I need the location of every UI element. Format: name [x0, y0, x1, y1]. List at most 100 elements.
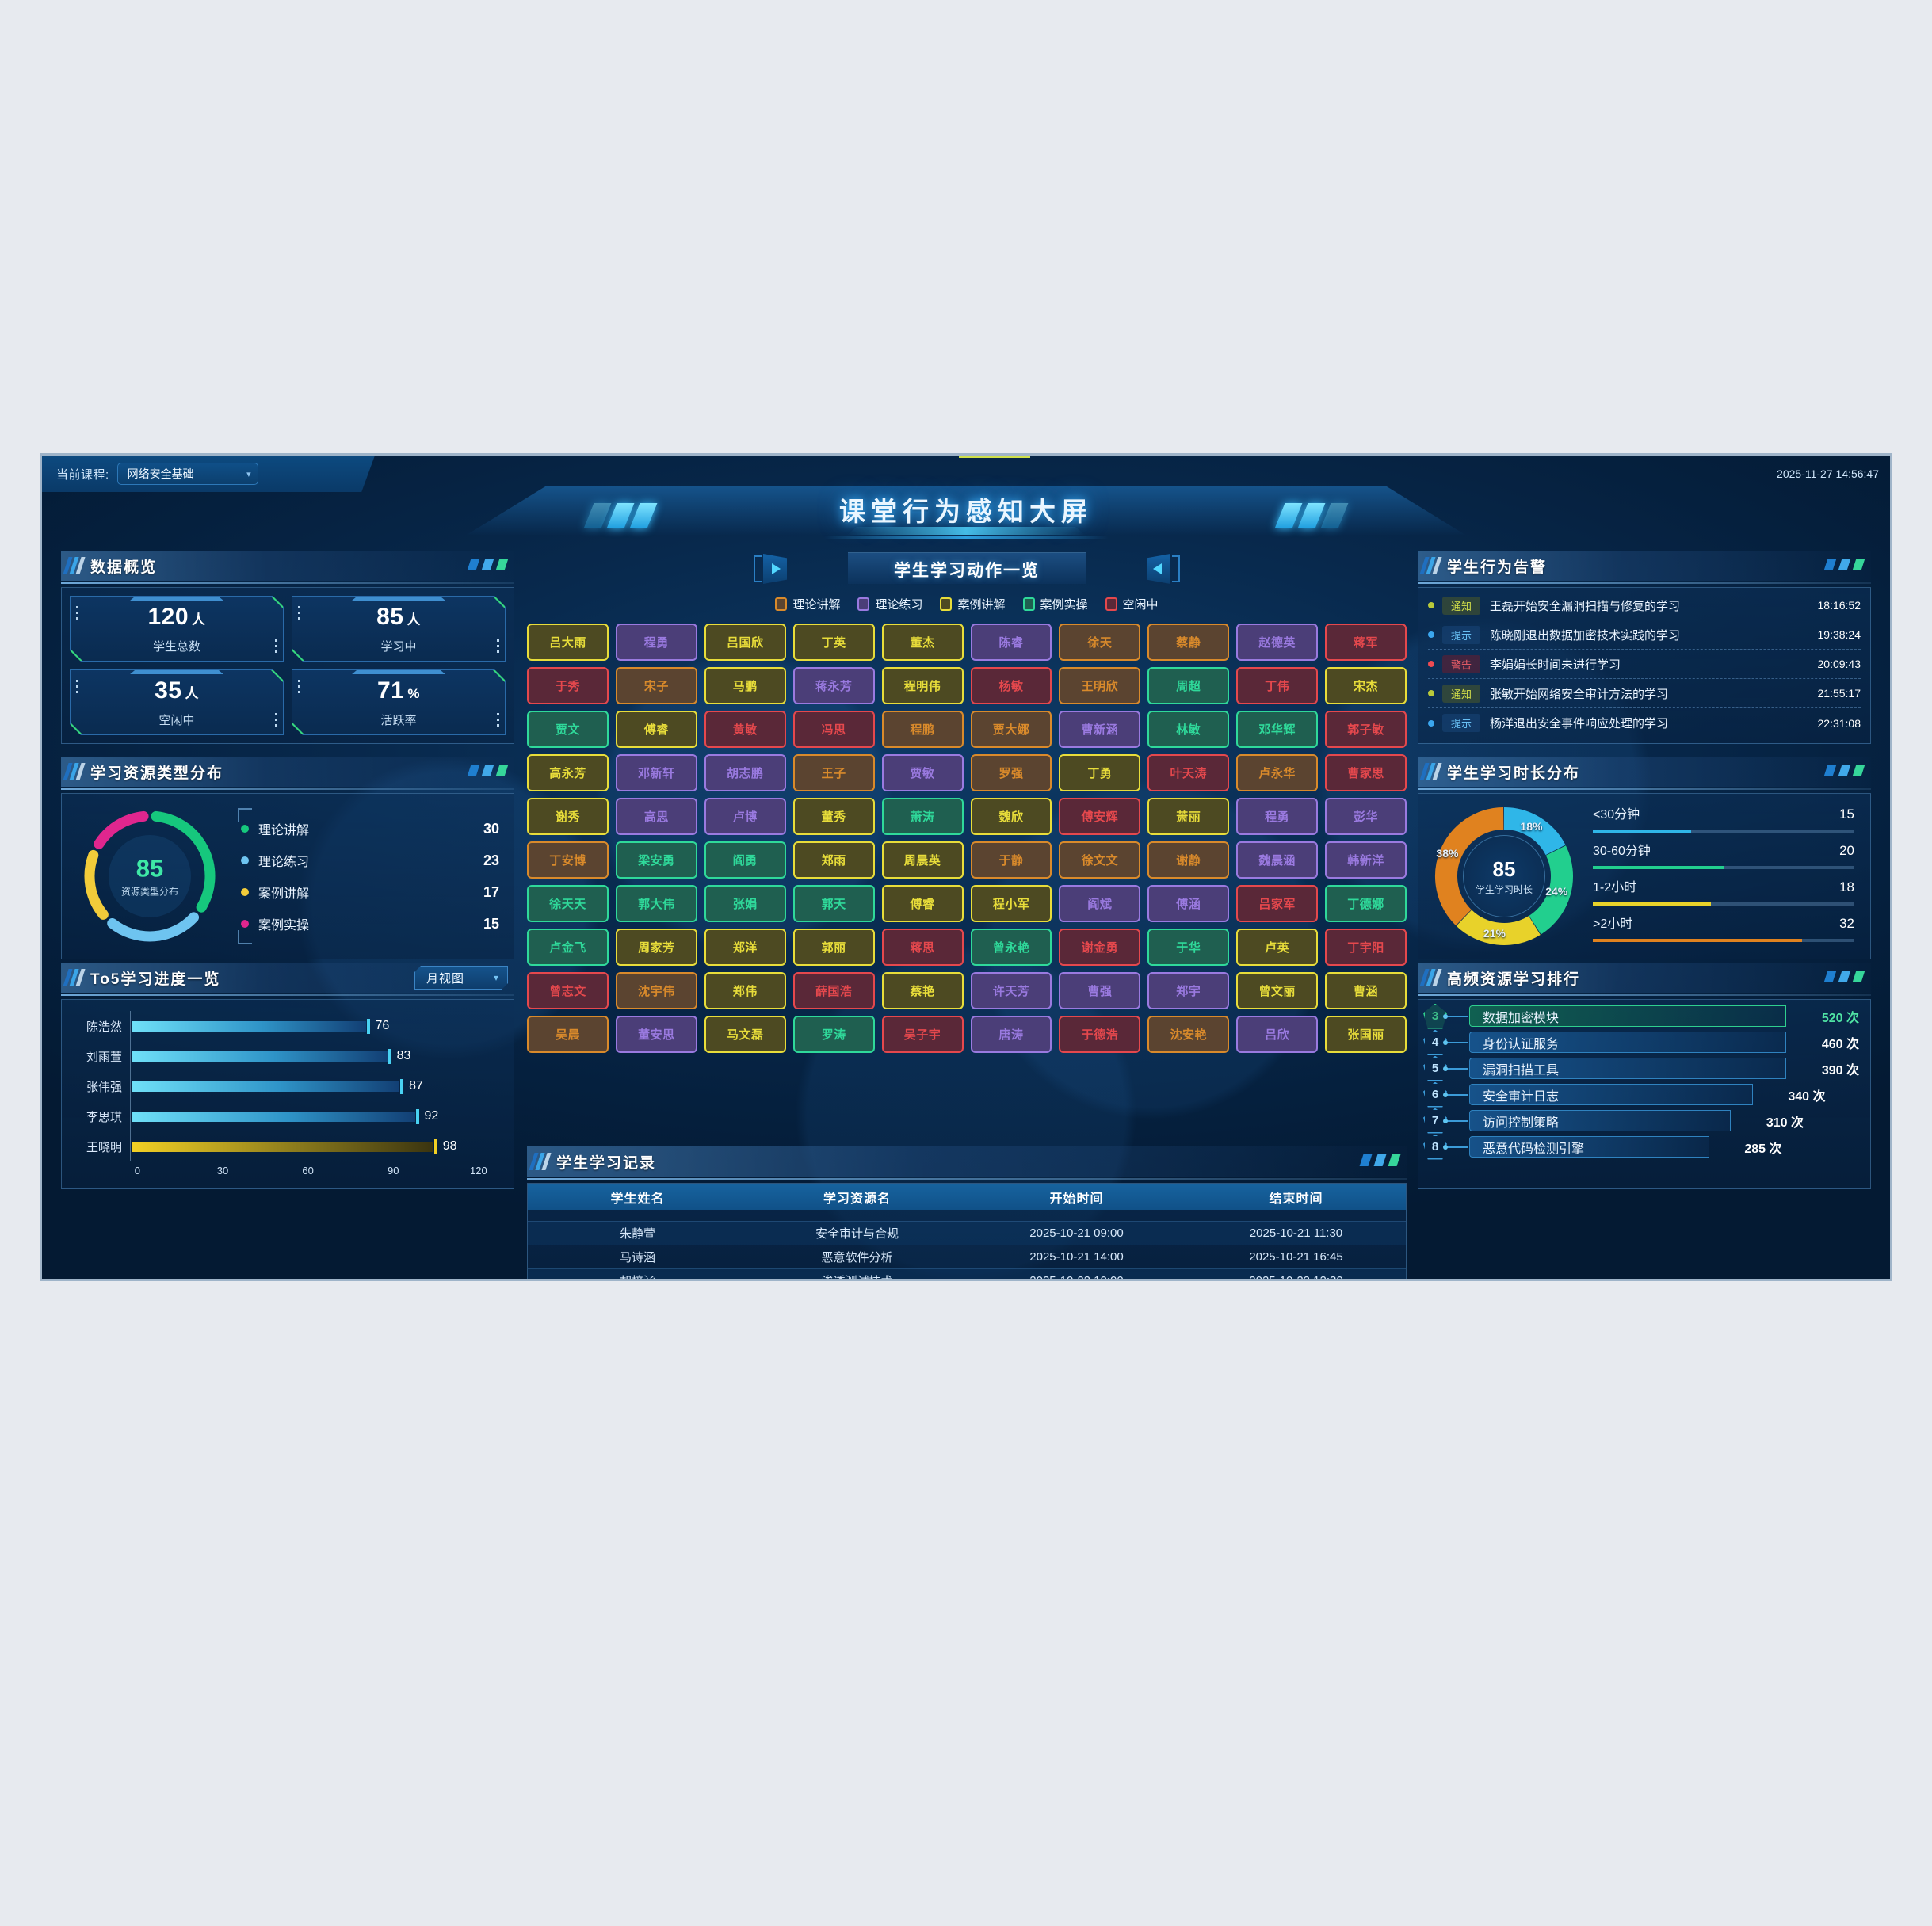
- student-cell[interactable]: 丁宇阳: [1325, 929, 1407, 966]
- student-cell[interactable]: 董杰: [881, 624, 964, 661]
- student-cell[interactable]: 阎勇: [704, 841, 786, 879]
- student-cell[interactable]: 王子: [792, 754, 875, 791]
- student-cell[interactable]: 吕国欣: [704, 624, 786, 661]
- student-cell[interactable]: 郭子敏: [1325, 711, 1407, 748]
- student-cell[interactable]: 丁勇: [1059, 754, 1141, 791]
- student-cell[interactable]: 萧涛: [881, 798, 964, 835]
- student-cell[interactable]: 徐天天: [527, 885, 609, 922]
- student-cell[interactable]: 徐文文: [1059, 841, 1141, 879]
- student-cell[interactable]: 郭大伟: [615, 885, 697, 922]
- student-cell[interactable]: 冯思: [792, 711, 875, 748]
- student-cell[interactable]: 程鹏: [881, 711, 964, 748]
- student-cell[interactable]: 邓新轩: [615, 754, 697, 791]
- student-cell[interactable]: 董秀: [792, 798, 875, 835]
- student-cell[interactable]: 高思: [615, 798, 697, 835]
- student-cell[interactable]: 郑雨: [792, 841, 875, 879]
- alert-item[interactable]: 通知 张敏开始网络安全审计方法的学习 21:55:17: [1428, 679, 1861, 708]
- student-cell[interactable]: 薛国浩: [792, 972, 875, 1009]
- student-cell[interactable]: 彭华: [1325, 798, 1407, 835]
- student-cell[interactable]: 罗强: [970, 754, 1052, 791]
- student-cell[interactable]: 谢金勇: [1059, 929, 1141, 966]
- student-cell[interactable]: 于秀: [527, 667, 609, 704]
- student-cell[interactable]: 曾文丽: [1236, 972, 1319, 1009]
- student-cell[interactable]: 蒋思: [881, 929, 964, 966]
- student-cell[interactable]: 黄敏: [704, 711, 786, 748]
- course-select[interactable]: 网络安全基础 ▾: [116, 463, 258, 485]
- student-cell[interactable]: 郑洋: [704, 929, 786, 966]
- student-cell[interactable]: 吕大雨: [527, 624, 609, 661]
- ranking-item[interactable]: 3 数据加密模块 520 次: [1423, 1003, 1859, 1029]
- student-cell[interactable]: 于德浩: [1059, 1016, 1141, 1053]
- student-cell[interactable]: 萧丽: [1147, 798, 1230, 835]
- student-cell[interactable]: 林敏: [1147, 711, 1230, 748]
- student-cell[interactable]: 郑伟: [704, 972, 786, 1009]
- student-cell[interactable]: 贾文: [527, 711, 609, 748]
- student-cell[interactable]: 丁英: [792, 624, 875, 661]
- student-cell[interactable]: 傅睿: [615, 711, 697, 748]
- student-cell[interactable]: 梁安勇: [615, 841, 697, 879]
- student-cell[interactable]: 罗涛: [792, 1016, 875, 1053]
- student-cell[interactable]: 沈安艳: [1147, 1016, 1230, 1053]
- student-cell[interactable]: 赵德英: [1236, 624, 1319, 661]
- student-cell[interactable]: 曾永艳: [970, 929, 1052, 966]
- alert-item[interactable]: 提示 陈晓刚退出数据加密技术实践的学习 19:38:24: [1428, 620, 1861, 650]
- student-cell[interactable]: 曹强: [1059, 972, 1141, 1009]
- student-cell[interactable]: 程小军: [970, 885, 1052, 922]
- student-cell[interactable]: 曹新涵: [1059, 711, 1141, 748]
- student-cell[interactable]: 卢博: [704, 798, 786, 835]
- student-cell[interactable]: 宋子: [615, 667, 697, 704]
- student-cell[interactable]: 董安思: [615, 1016, 697, 1053]
- student-cell[interactable]: 周超: [1147, 667, 1230, 704]
- student-cell[interactable]: 张国丽: [1325, 1016, 1407, 1053]
- student-cell[interactable]: 胡志鹏: [704, 754, 786, 791]
- student-cell[interactable]: 徐天: [1059, 624, 1141, 661]
- student-cell[interactable]: 周晨英: [881, 841, 964, 879]
- student-cell[interactable]: 丁伟: [1236, 667, 1319, 704]
- ranking-item[interactable]: 4 身份认证服务 460 次: [1423, 1029, 1859, 1055]
- student-cell[interactable]: 傅睿: [881, 885, 964, 922]
- student-cell[interactable]: 程明伟: [881, 667, 964, 704]
- prev-page-button[interactable]: [754, 554, 790, 584]
- student-cell[interactable]: 陈睿: [970, 624, 1052, 661]
- student-cell[interactable]: 卢永华: [1236, 754, 1319, 791]
- next-page-button[interactable]: [1144, 554, 1180, 584]
- student-cell[interactable]: 吴子宇: [881, 1016, 964, 1053]
- student-cell[interactable]: 蒋军: [1325, 624, 1407, 661]
- student-cell[interactable]: 曹家思: [1325, 754, 1407, 791]
- student-cell[interactable]: 王明欣: [1059, 667, 1141, 704]
- student-cell[interactable]: 卢英: [1236, 929, 1319, 966]
- student-cell[interactable]: 贾敏: [881, 754, 964, 791]
- student-cell[interactable]: 蒋永芳: [792, 667, 875, 704]
- student-cell[interactable]: 唐涛: [970, 1016, 1052, 1053]
- student-cell[interactable]: 程勇: [1236, 798, 1319, 835]
- student-cell[interactable]: 马文磊: [704, 1016, 786, 1053]
- alert-item[interactable]: 通知 王磊开始安全漏洞扫描与修复的学习 18:16:52: [1428, 591, 1861, 620]
- student-cell[interactable]: 谢静: [1147, 841, 1230, 879]
- student-cell[interactable]: 魏欣: [970, 798, 1052, 835]
- ranking-item[interactable]: 5 漏洞扫描工具 390 次: [1423, 1055, 1859, 1081]
- student-cell[interactable]: 傅涵: [1147, 885, 1230, 922]
- alert-item[interactable]: 提示 杨洋退出安全事件响应处理的学习 22:31:08: [1428, 708, 1861, 738]
- ranking-item[interactable]: 8 恶意代码检测引擎 285 次: [1423, 1134, 1859, 1160]
- student-cell[interactable]: 周家芳: [615, 929, 697, 966]
- student-cell[interactable]: 于华: [1147, 929, 1230, 966]
- student-cell[interactable]: 贾大娜: [970, 711, 1052, 748]
- student-cell[interactable]: 蔡艳: [881, 972, 964, 1009]
- student-cell[interactable]: 杨敏: [970, 667, 1052, 704]
- student-cell[interactable]: 沈宇伟: [615, 972, 697, 1009]
- student-cell[interactable]: 郭丽: [792, 929, 875, 966]
- student-cell[interactable]: 马鹏: [704, 667, 786, 704]
- student-cell[interactable]: 卢金飞: [527, 929, 609, 966]
- student-cell[interactable]: 张娟: [704, 885, 786, 922]
- student-cell[interactable]: 曹涵: [1325, 972, 1407, 1009]
- alert-item[interactable]: 警告 李娟娟长时间未进行学习 20:09:43: [1428, 650, 1861, 679]
- ranking-item[interactable]: 6 安全审计日志 340 次: [1423, 1081, 1859, 1108]
- student-cell[interactable]: 吕家军: [1236, 885, 1319, 922]
- student-cell[interactable]: 傅安辉: [1059, 798, 1141, 835]
- student-cell[interactable]: 魏晨涵: [1236, 841, 1319, 879]
- student-cell[interactable]: 吴晨: [527, 1016, 609, 1053]
- student-cell[interactable]: 谢秀: [527, 798, 609, 835]
- view-mode-dropdown[interactable]: 月视图 ▾: [414, 966, 508, 990]
- student-cell[interactable]: 于静: [970, 841, 1052, 879]
- ranking-item[interactable]: 7 访问控制策略 310 次: [1423, 1108, 1859, 1134]
